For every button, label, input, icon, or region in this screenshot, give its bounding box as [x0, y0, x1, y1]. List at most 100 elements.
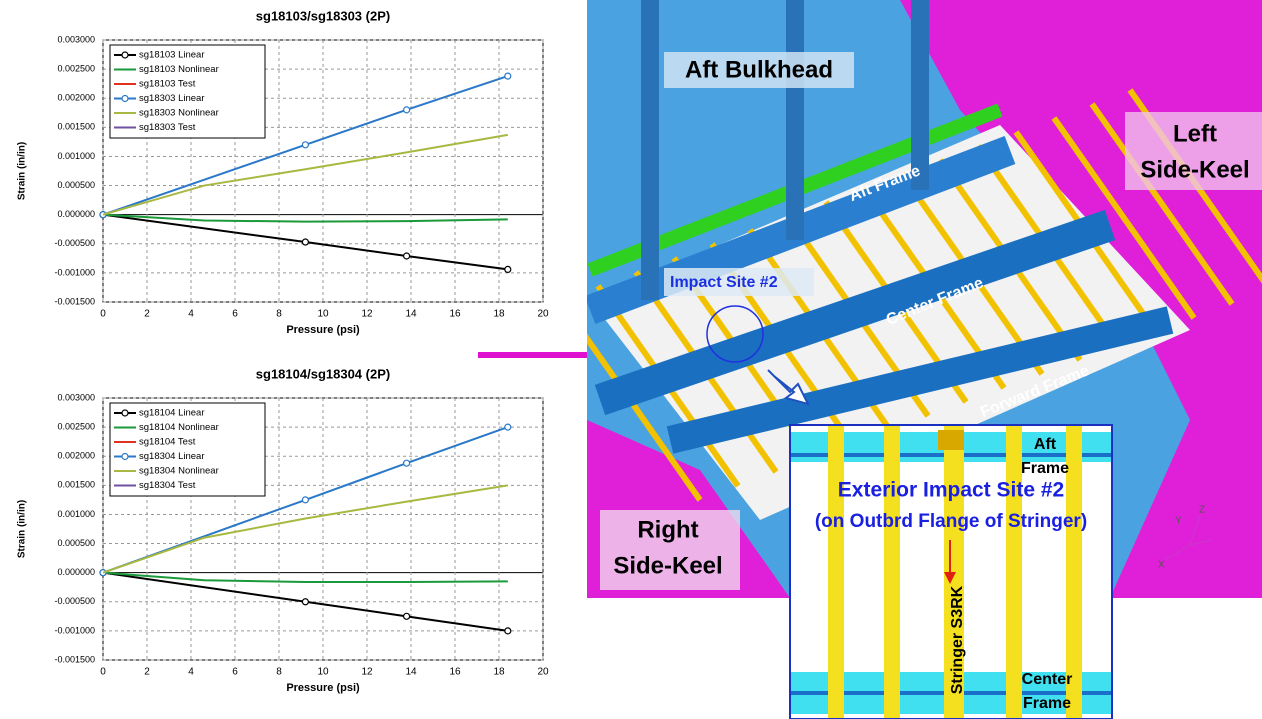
x-tick-label: 0 [100, 667, 106, 678]
chart-title: sg18103/sg18303 (2P) [256, 8, 390, 23]
label: Aft Bulkhead [685, 56, 833, 83]
legend-label: sg18103 Linear [139, 50, 205, 61]
legend-label: sg18304 Test [139, 480, 196, 491]
legend-label: sg18103 Nonlinear [139, 64, 219, 75]
y-tick-label: -0.001000 [54, 267, 95, 277]
x-tick-label: 20 [537, 667, 549, 678]
inset-stringer [1006, 425, 1022, 719]
arrow [767, 369, 810, 406]
legend-label: sg18304 Nonlinear [139, 466, 219, 477]
point [301, 496, 309, 504]
legend-marker [121, 51, 129, 59]
legend-label: sg18303 Nonlinear [139, 108, 219, 119]
y-tick-label: 0.000000 [57, 567, 95, 577]
stringer [1051, 116, 1197, 320]
x-tick-label: 16 [449, 309, 461, 320]
triad-label: X [1158, 560, 1165, 571]
chart: sg18103/sg18303 (2P) -0.001500 -0.001000 -0… [17, 8, 549, 335]
point [403, 252, 411, 260]
chart-title: sg18104/sg18304 (2P) [256, 366, 390, 381]
point [301, 238, 309, 246]
inset-title: (on Outbrd Flange of Stringer) [815, 511, 1087, 532]
y-tick-label: 0.003000 [57, 34, 95, 44]
point [504, 265, 512, 273]
point [504, 423, 512, 431]
red-arrow-head [944, 572, 956, 584]
inset-title: Exterior Impact Site #2 [838, 479, 1064, 502]
x-tick-label: 14 [405, 309, 417, 320]
point [301, 141, 309, 149]
x-tick-label: 6 [232, 667, 238, 678]
y-tick-label: -0.000500 [54, 596, 95, 606]
point [403, 106, 411, 114]
label-bg [600, 510, 740, 590]
x-tick-label: 12 [361, 667, 373, 678]
legend-label: sg18104 Nonlinear [139, 422, 219, 433]
y-tick-label: 0.002000 [57, 93, 95, 103]
x-tick-label: 6 [232, 309, 238, 320]
x-tick-label: 18 [493, 309, 505, 320]
label: Impact Site #2 [670, 274, 778, 291]
x-tick-label: 0 [100, 309, 106, 320]
model-view: Aft Bulkhead Left Side-Keel Aft Frame Im… [587, 0, 1262, 598]
connector-strip [478, 352, 588, 358]
x-axis-label: Pressure (psi) [286, 682, 360, 694]
charts: sg18103/sg18303 (2P) -0.001500 -0.001000 -0… [17, 8, 549, 693]
x-tick-label: 2 [144, 667, 150, 678]
x-tick-label: 10 [317, 667, 329, 678]
y-tick-label: -0.001000 [54, 625, 95, 635]
y-tick-label: 0.003000 [57, 392, 95, 402]
x-tick-label: 14 [405, 667, 417, 678]
y-tick-label: 0.001000 [57, 151, 95, 161]
x-tick-label: 18 [493, 667, 505, 678]
series-line [102, 75, 509, 216]
series-line [102, 571, 508, 632]
label: Side-Keel [1140, 156, 1249, 183]
legend-box [109, 44, 266, 139]
point [403, 459, 411, 467]
series-line [102, 571, 508, 583]
axis-triad: Y Z X [1158, 505, 1213, 571]
triad-label: Z [1199, 505, 1205, 516]
x-tick-label: 4 [188, 309, 194, 320]
y-tick-label: 0.000500 [57, 538, 95, 548]
label-bg [1125, 112, 1262, 190]
series-line [102, 426, 509, 574]
inset-stringer [828, 425, 844, 719]
inset-label: Frame [1023, 695, 1071, 712]
legend-label: sg18103 Test [139, 79, 196, 90]
y-tick-label: 0.001500 [57, 480, 95, 490]
legend-marker [121, 409, 129, 417]
triad-label: Y [1175, 516, 1182, 527]
y-tick-label: 0.001500 [57, 122, 95, 132]
center-frame [594, 209, 1116, 416]
legend-box [109, 402, 266, 497]
point [504, 72, 512, 80]
inset-label: Frame [1021, 460, 1069, 477]
y-tick-label: -0.001500 [54, 654, 95, 664]
y-tick-label: 0.002500 [57, 63, 95, 73]
inset-border [789, 424, 1113, 719]
inset-label: Center [1022, 671, 1073, 688]
x-tick-label: 4 [188, 667, 194, 678]
x-tick-label: 12 [361, 309, 373, 320]
y-tick-label: 0.001000 [57, 509, 95, 519]
label: Side-Keel [613, 552, 722, 579]
y-axis-label: Strain (in/in) [17, 142, 28, 200]
x-tick-label: 2 [144, 309, 150, 320]
label-bg [664, 268, 814, 296]
y-tick-label: 0.000000 [57, 209, 95, 219]
legend-label: sg18104 Linear [139, 408, 205, 419]
series-line [102, 484, 508, 574]
x-tick-label: 8 [276, 309, 282, 320]
label-bg [664, 52, 854, 88]
legend-marker [121, 94, 129, 103]
inset-stringer [1066, 425, 1082, 719]
legend-label: sg18104 Test [139, 437, 196, 448]
legend-label: sg18304 Linear [139, 451, 205, 462]
legend-label: sg18303 Test [139, 122, 196, 133]
y-tick-label: -0.000500 [54, 238, 95, 248]
inset-label: Aft [1034, 436, 1057, 453]
x-axis-label: Pressure (psi) [286, 324, 360, 336]
